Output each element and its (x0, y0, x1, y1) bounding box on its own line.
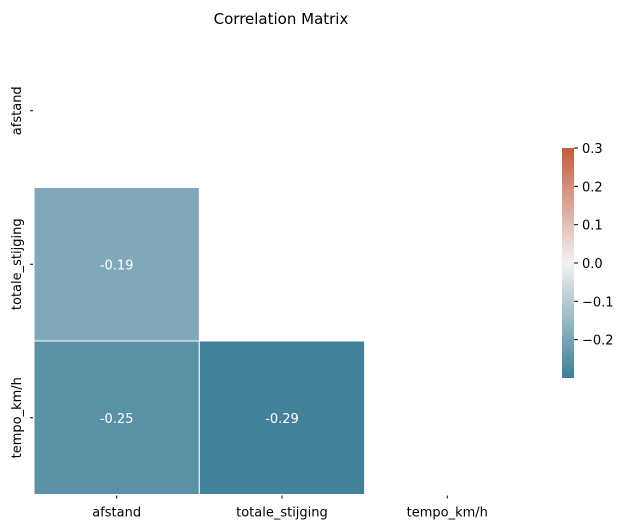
chart-title: Correlation Matrix (214, 10, 349, 28)
cell-value-label: -0.29 (265, 412, 299, 427)
y-axis: afstand totale_stijging tempo_km/h (10, 86, 33, 458)
x-tick-label: afstand (92, 506, 141, 521)
colorbar-tick-label: −0.1 (582, 295, 614, 310)
colorbar-gradient (562, 148, 574, 378)
colorbar-tick-label: 0.1 (582, 219, 603, 234)
heatmap-cell (33, 340, 200, 495)
cell-value-label: -0.25 (100, 412, 134, 427)
colorbar-tick-label: 0.3 (582, 142, 603, 157)
y-tick-label: tempo_km/h (10, 377, 25, 458)
colorbar: 0.3 0.2 0.1 0.0 −0.1 −0.2 (562, 142, 614, 378)
cell-value-label: -0.19 (100, 258, 134, 273)
heatmap-cell (198, 340, 366, 495)
heatmap-cell-labels: -0.19 -0.25 -0.29 (100, 258, 299, 427)
colorbar-tick-label: 0.0 (582, 257, 603, 272)
colorbar-tick-label: 0.2 (582, 180, 603, 195)
x-axis: afstand totale_stijging tempo_km/h (92, 495, 488, 521)
x-tick-label: totale_stijging (236, 506, 328, 521)
heatmap-cells (33, 187, 366, 495)
y-tick-label: afstand (10, 86, 25, 135)
colorbar-tick-label: −0.2 (582, 334, 614, 349)
y-tick-label: totale_stijging (10, 218, 25, 310)
x-tick-label: tempo_km/h (407, 506, 488, 521)
heatmap-cell (33, 187, 200, 342)
